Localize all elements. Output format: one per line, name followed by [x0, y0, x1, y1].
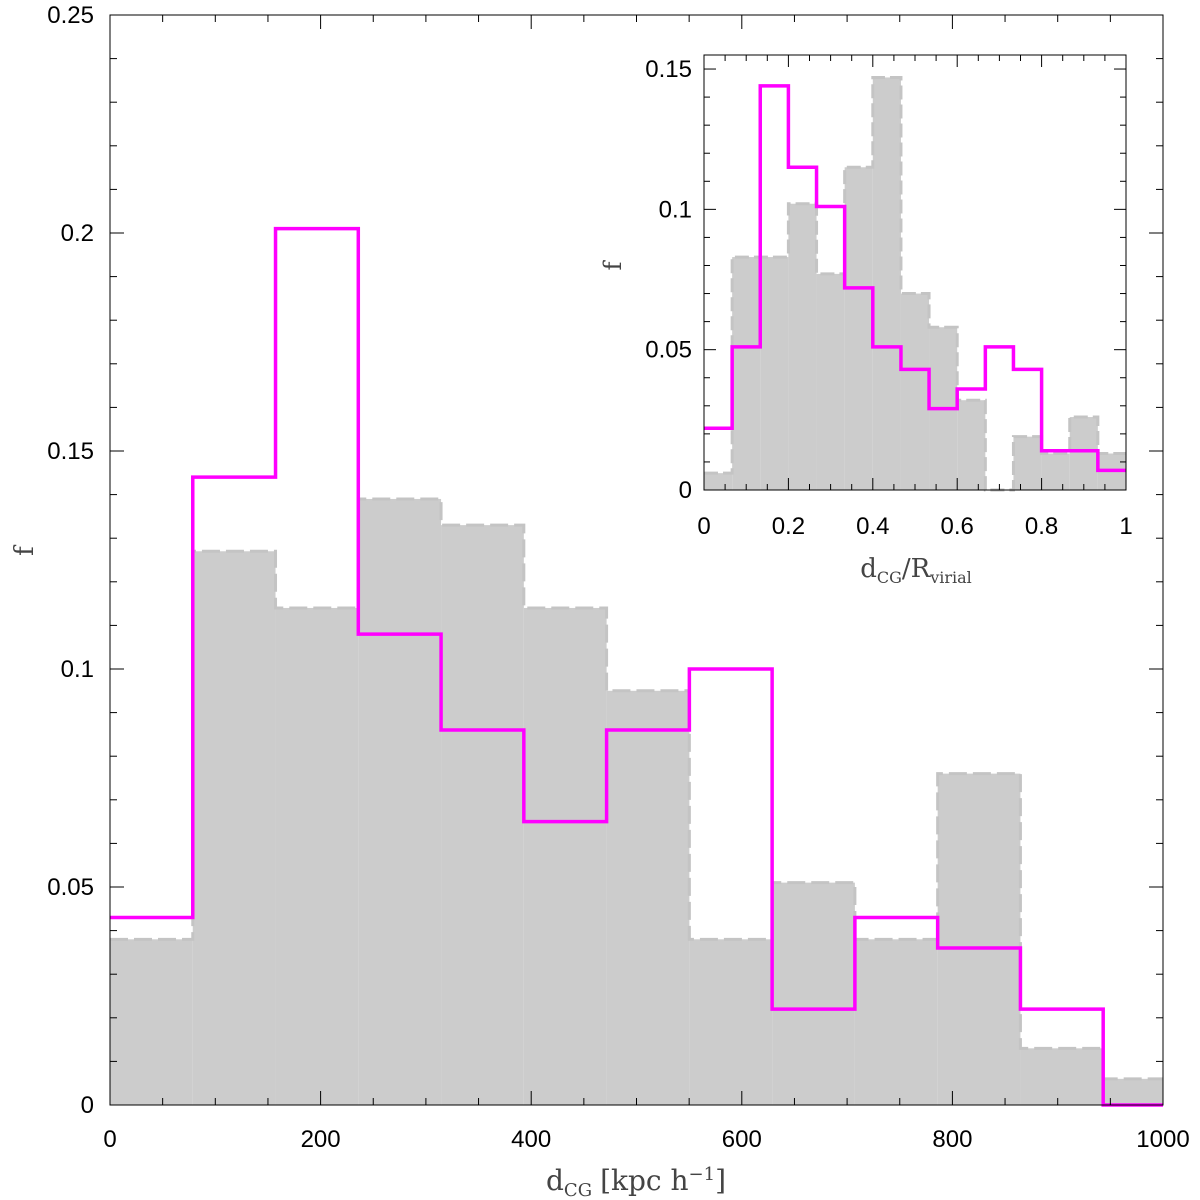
inset-x-tick-label: 0.8 [1025, 513, 1058, 540]
inset-magenta-histogram [704, 84, 1126, 473]
main-y-tick-label: 0.05 [47, 874, 94, 901]
inset-y-tick-label: 0.1 [659, 196, 692, 223]
main-y-axis-label: f [10, 544, 40, 556]
main-gray-bar-9 [854, 939, 938, 1105]
main-xlabel-unit: [kpc h [600, 1164, 688, 1197]
main-x-tick-label: 1000 [1136, 1126, 1189, 1153]
inset-gray-bar-0 [704, 473, 733, 490]
inset-xlabel-mid: /R [902, 554, 932, 584]
main-x-tick-label: 400 [511, 1126, 551, 1153]
inset-tick-labels: 0 0.2 0.4 0.6 0.8 1 0 0.05 0.1 0.15 [645, 56, 1132, 540]
inset-gray-bar-5 [844, 167, 873, 491]
main-x-tick-label: 800 [932, 1126, 972, 1153]
inset-magenta-step-line [704, 84, 1126, 473]
main-gray-bar-11 [1020, 1048, 1104, 1105]
main-magenta-step-line [110, 226, 1163, 1107]
main-gray-bar-10 [937, 773, 1021, 1105]
inset-gray-outline [704, 75, 1126, 492]
main-gray-bar-0 [110, 939, 193, 1105]
inset-y-tick-label: 0.05 [645, 337, 692, 364]
inset-gray-bar-3 [788, 203, 817, 490]
inset-axis-ticks [703, 55, 1127, 491]
inset-x-tick-label: 0.2 [772, 513, 805, 540]
main-gray-outline [110, 497, 1163, 1081]
inset-gray-bar-12 [1041, 453, 1070, 490]
main-y-tick-label: 0.25 [47, 2, 94, 29]
inset-gray-bar-2 [760, 257, 789, 490]
main-gray-bar-3 [358, 498, 442, 1106]
main-gray-bar-1 [192, 551, 276, 1105]
inset-gray-bar-9 [957, 400, 986, 490]
inset-gray-histogram [704, 75, 1126, 492]
inset-x-tick-label: 0.4 [856, 513, 889, 540]
inset-y-tick-label: 0.15 [645, 56, 692, 83]
main-xlabel-unit-end: ] [715, 1164, 726, 1197]
inset-y-tick-label: 0 [679, 477, 692, 504]
inset-x-tick-label: 0.6 [941, 513, 974, 540]
inset-gray-bar-6 [872, 77, 901, 491]
inset-x-tick-label: 0 [697, 513, 710, 540]
inset-gray-bar-7 [900, 293, 930, 490]
inset-xlabel-sub2: virial [929, 568, 972, 587]
inset-gray-bar-1 [732, 257, 761, 490]
main-x-tick-label: 0 [103, 1126, 116, 1153]
main-gray-bar-4 [441, 525, 524, 1105]
main-y-tick-label: 0.2 [61, 220, 94, 247]
main-y-tick-label: 0 [81, 1092, 94, 1119]
main-xlabel-main: d [546, 1164, 564, 1197]
main-axis-ticks [109, 14, 1164, 1106]
inset-xlabel-main: d [860, 554, 877, 584]
main-gray-bar-2 [275, 607, 359, 1105]
inset-x-axis-label: dCG/Rvirial [860, 554, 972, 587]
main-gray-bar-8 [772, 882, 855, 1105]
inset-gray-bar-4 [816, 273, 845, 490]
main-gray-bar-7 [689, 939, 773, 1105]
main-xlabel-sub: CG [564, 1180, 592, 1200]
main-y-tick-label: 0.15 [47, 438, 94, 465]
main-gray-histogram [110, 497, 1163, 1106]
main-x-tick-label: 600 [722, 1126, 762, 1153]
inset-gray-bar-13 [1069, 417, 1098, 490]
inset-xlabel-sub: CG [877, 568, 902, 587]
main-y-tick-label: 0.1 [61, 656, 94, 683]
inset-y-axis-label: f [599, 259, 627, 270]
main-xlabel-unit-sup: −1 [689, 1164, 716, 1185]
main-gray-bar-6 [606, 690, 690, 1105]
main-x-tick-label: 200 [301, 1126, 341, 1153]
main-magenta-histogram [110, 226, 1163, 1107]
inset-gray-bar-11 [1013, 436, 1042, 490]
main-x-axis-label: dCG [kpc h−1] [546, 1164, 726, 1200]
main-gray-bar-5 [523, 607, 607, 1105]
inset-x-tick-label: 1 [1119, 513, 1132, 540]
main-gray-bar-12 [1103, 1078, 1163, 1105]
main-tick-labels: 0 200 400 600 800 1000 0 0.05 0.1 0.15 0.2 0.25 [47, 2, 1189, 1153]
